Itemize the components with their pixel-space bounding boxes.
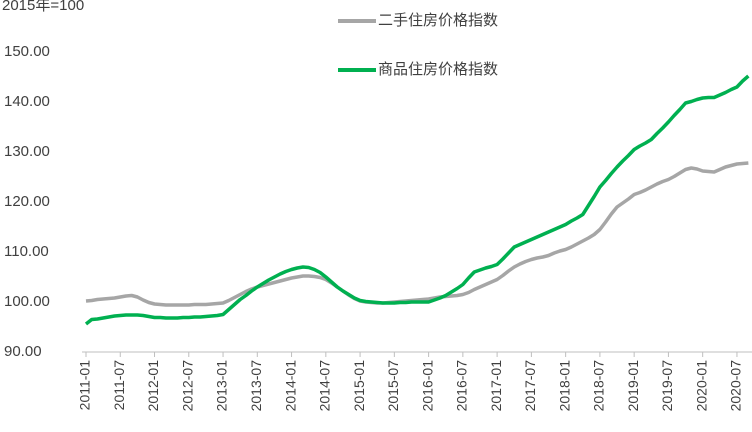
x-tick-label: 2011-01 bbox=[77, 360, 93, 411]
y-tick-label: 120.00 bbox=[4, 193, 50, 210]
legend-label: 商品住房价格指数 bbox=[378, 61, 498, 78]
x-tick-label: 2017-01 bbox=[488, 360, 504, 412]
x-tick-label: 2020-07 bbox=[728, 360, 744, 412]
x-tick-label: 2014-01 bbox=[282, 360, 298, 412]
y-tick-label: 150.00 bbox=[4, 43, 50, 60]
y-tick-label: 90.00 bbox=[4, 343, 42, 360]
chart-title: 2015年=100 bbox=[2, 0, 84, 14]
y-tick-label: 140.00 bbox=[4, 93, 50, 110]
x-tick-label: 2013-01 bbox=[214, 360, 230, 412]
x-tick-label: 2019-01 bbox=[625, 360, 641, 412]
x-tick-label: 2012-07 bbox=[179, 360, 195, 412]
x-tick-label: 2013-07 bbox=[248, 360, 264, 412]
x-tick-label: 2012-01 bbox=[145, 360, 161, 412]
x-tick-label: 2011-07 bbox=[111, 360, 127, 411]
x-tick-label: 2017-07 bbox=[522, 360, 538, 412]
x-tick-label: 2016-01 bbox=[419, 360, 435, 412]
y-tick-label: 100.00 bbox=[4, 293, 50, 310]
series-line bbox=[84, 74, 750, 326]
legend-label: 二手住房价格指数 bbox=[378, 12, 498, 29]
y-tick-label: 110.00 bbox=[4, 243, 49, 260]
x-tick-label: 2015-01 bbox=[351, 360, 367, 412]
x-tick-label: 2014-07 bbox=[317, 360, 333, 412]
x-tick-label: 2018-01 bbox=[556, 360, 572, 412]
x-tick-label: 2015-07 bbox=[385, 360, 401, 412]
x-tick-label: 2020-01 bbox=[693, 360, 709, 412]
x-tick-label: 2018-07 bbox=[591, 360, 607, 412]
series-line bbox=[85, 161, 749, 307]
x-tick-label: 2016-07 bbox=[454, 360, 470, 412]
x-tick-label: 2019-07 bbox=[659, 360, 675, 412]
y-tick-label: 130.00 bbox=[4, 143, 50, 160]
